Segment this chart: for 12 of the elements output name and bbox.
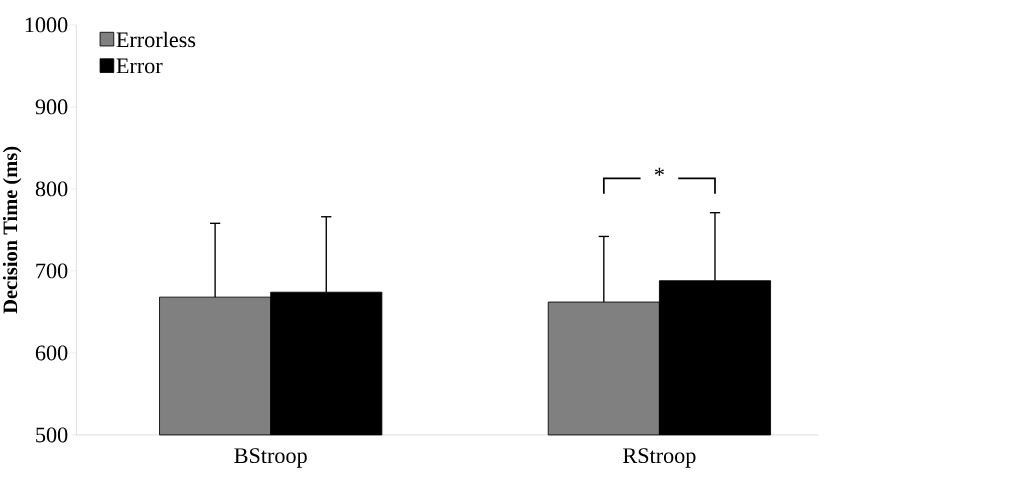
y-tick-label: 500 xyxy=(36,427,68,443)
y-tick-label: 700 xyxy=(36,263,68,279)
legend-label: Error xyxy=(116,58,163,74)
y-axis-title: Decision Time (ms) xyxy=(2,146,22,314)
y-tick-label: 1000 xyxy=(25,17,68,33)
y-tick-label: 600 xyxy=(35,345,68,361)
x-tick-label: BStroop xyxy=(234,448,307,468)
x-tick-label: RStroop xyxy=(623,448,696,468)
legend-label: Errorless xyxy=(116,31,196,48)
annotation: * xyxy=(654,167,664,176)
y-tick-label: 900 xyxy=(35,99,68,115)
y-tick-label: 800 xyxy=(35,181,68,197)
